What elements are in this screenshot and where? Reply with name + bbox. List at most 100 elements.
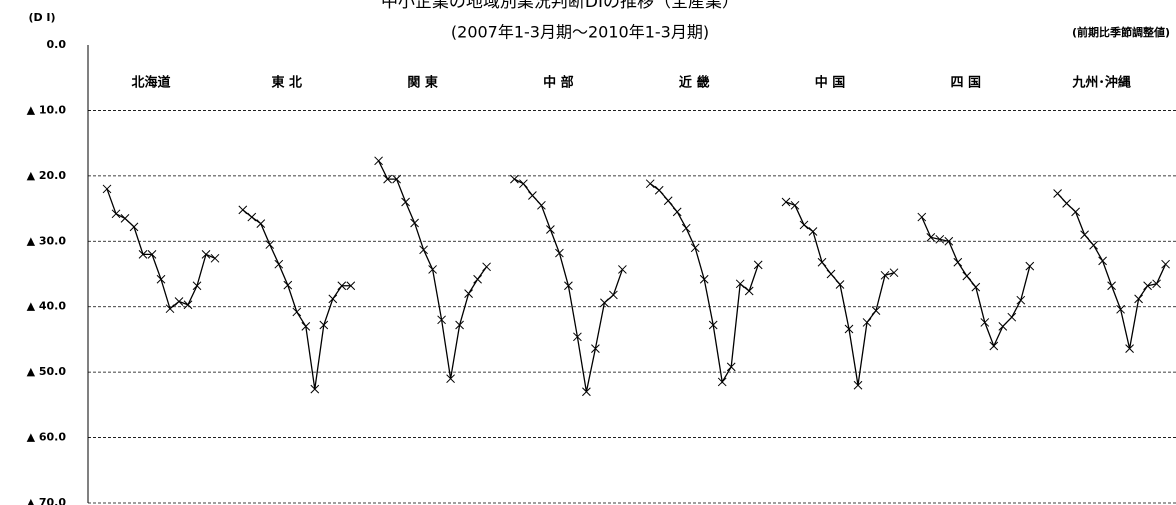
- series-line: [106, 188, 216, 310]
- chart-title: 中小企業の地域別業況判断DIの推移（全産業）: [381, 0, 739, 12]
- note: (前期比季節調整値): [1072, 25, 1170, 39]
- marker: [428, 265, 437, 274]
- marker: [446, 374, 455, 384]
- marker: [853, 380, 863, 390]
- marker: [546, 225, 555, 234]
- marker: [319, 320, 329, 330]
- chart-subtitle: (2007年1-3月期～2010年1-3月期): [451, 23, 709, 42]
- y-tick-label: ▲ 10.0: [27, 103, 67, 116]
- y-tick-label: 0.0: [47, 38, 67, 51]
- marker: [663, 196, 673, 206]
- region-label: 北海道: [131, 75, 170, 91]
- marker: [1125, 344, 1134, 353]
- marker: [156, 274, 166, 284]
- marker: [1098, 256, 1107, 266]
- marker: [111, 209, 121, 219]
- marker: [1016, 295, 1026, 305]
- marker: [889, 268, 899, 278]
- marker: [528, 191, 537, 200]
- marker: [1107, 281, 1116, 291]
- region-label: 近 畿: [679, 75, 710, 91]
- marker: [1161, 259, 1170, 269]
- marker: [609, 290, 618, 300]
- marker: [917, 212, 927, 222]
- marker: [971, 282, 981, 292]
- marker: [392, 174, 401, 184]
- marker: [201, 250, 211, 259]
- marker: [1071, 207, 1080, 217]
- marker: [374, 156, 383, 166]
- region-label: 中 部: [543, 75, 574, 91]
- marker: [310, 384, 320, 394]
- marker: [953, 257, 963, 267]
- marker: [482, 262, 491, 272]
- marker: [455, 320, 464, 330]
- marker: [1007, 312, 1017, 322]
- marker: [844, 324, 854, 334]
- marker: [672, 207, 682, 217]
- marker: [645, 179, 655, 189]
- marker: [401, 197, 410, 207]
- marker: [1089, 240, 1098, 250]
- y-tick-label: ▲ 40.0: [27, 300, 67, 313]
- marker: [726, 362, 736, 372]
- region-label: 関 東: [407, 75, 438, 91]
- marker: [473, 274, 482, 284]
- y-tick-label: ▲ 20.0: [27, 169, 67, 182]
- region-label: 九州･沖縄: [1071, 75, 1131, 91]
- marker: [998, 321, 1008, 331]
- marker: [419, 245, 428, 255]
- marker: [944, 236, 954, 246]
- marker: [591, 344, 600, 353]
- marker: [1025, 261, 1035, 271]
- marker: [862, 318, 872, 327]
- marker: [880, 270, 890, 280]
- marker: [120, 214, 130, 223]
- marker: [328, 294, 338, 304]
- marker: [1152, 279, 1161, 289]
- y-tick-label: ▲ 30.0: [27, 234, 67, 247]
- marker: [464, 289, 473, 298]
- marker: [817, 257, 827, 267]
- marker: [274, 259, 284, 269]
- marker: [165, 304, 175, 314]
- marker: [210, 253, 220, 263]
- marker: [410, 218, 419, 228]
- series-line: [921, 216, 1031, 348]
- marker: [256, 219, 266, 228]
- marker: [699, 274, 709, 284]
- marker: [871, 306, 881, 315]
- marker: [129, 222, 139, 232]
- marker: [247, 212, 257, 222]
- series-line: [649, 183, 759, 384]
- marker: [555, 248, 564, 258]
- marker: [690, 243, 700, 253]
- marker: [292, 307, 302, 317]
- y-tick-label: ▲ 50.0: [27, 365, 67, 378]
- marker: [1053, 189, 1062, 198]
- marker: [564, 281, 573, 291]
- series-line: [785, 201, 895, 386]
- marker: [102, 184, 112, 194]
- marker: [265, 240, 275, 249]
- marker: [708, 320, 718, 330]
- marker: [138, 250, 148, 259]
- marker: [790, 200, 800, 210]
- marker: [926, 233, 936, 242]
- y-axis-label: (D I): [28, 11, 55, 24]
- marker: [283, 280, 293, 290]
- y-tick-label: ▲ 60.0: [27, 431, 67, 444]
- marker: [962, 271, 972, 281]
- marker: [1080, 230, 1089, 240]
- marker: [238, 205, 248, 215]
- marker: [744, 286, 754, 296]
- marker: [537, 200, 546, 210]
- marker: [510, 174, 519, 184]
- marker: [383, 174, 392, 184]
- series-line: [1057, 193, 1167, 349]
- marker: [681, 223, 691, 233]
- marker: [654, 185, 664, 195]
- marker: [183, 300, 193, 310]
- series-line: [242, 209, 351, 390]
